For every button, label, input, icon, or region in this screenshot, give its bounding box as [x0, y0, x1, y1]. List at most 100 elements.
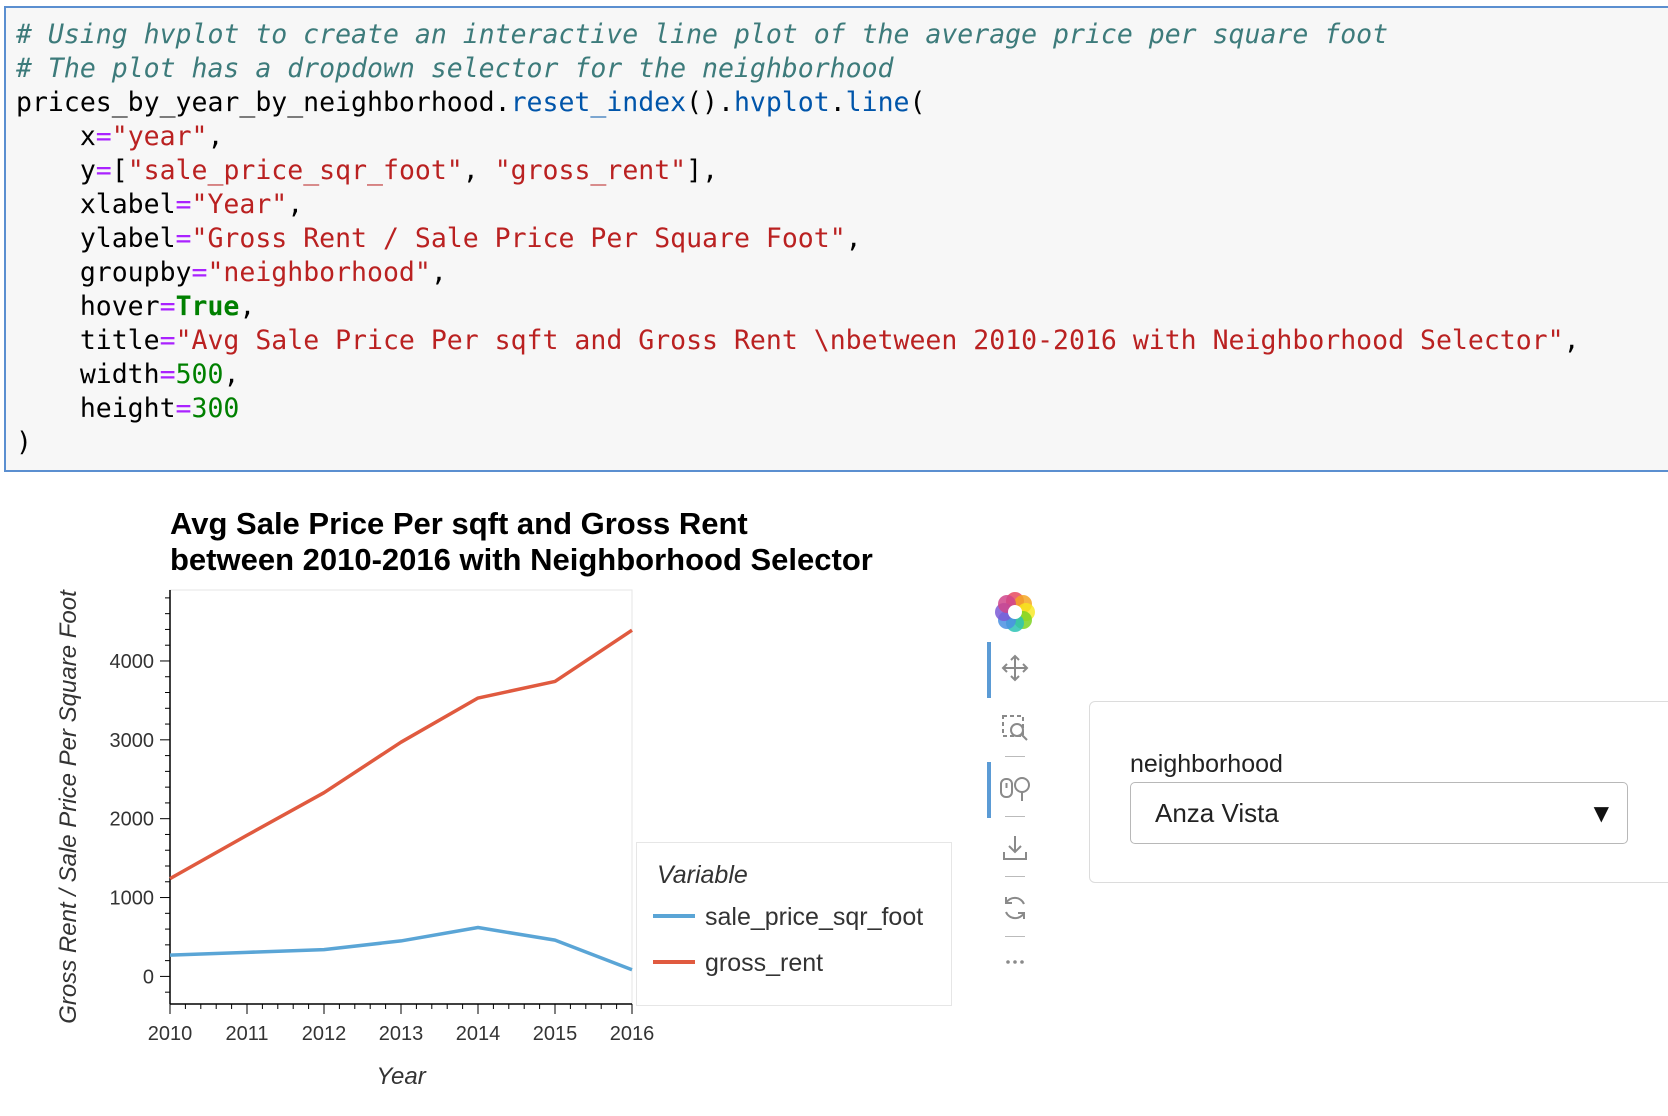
code-line: ylabel="Gross Rent / Sale Price Per Squa… — [16, 222, 1580, 256]
legend-item-sale-price[interactable]: sale_price_sqr_foot — [653, 903, 923, 933]
code-line: y=["sale_price_sqr_foot", "gross_rent"], — [16, 154, 1580, 188]
code-token: = — [159, 325, 176, 356]
x-tick-label: 2011 — [225, 1023, 268, 1045]
code-token: "sale_price_sqr_foot" — [127, 155, 463, 186]
x-tick-label: 2016 — [610, 1023, 655, 1045]
code-token: , — [207, 121, 224, 152]
code-token: = — [95, 155, 112, 186]
code-line: title="Avg Sale Price Per sqft and Gross… — [16, 324, 1580, 358]
x-axis-label: Year — [376, 1063, 426, 1090]
code-token: [ — [111, 155, 128, 186]
code-token: "Gross Rent / Sale Price Per Square Foot… — [191, 223, 846, 254]
x-tick-label: 2010 — [148, 1023, 193, 1045]
code-line: x="year", — [16, 120, 1580, 154]
code-token: prices_by_year_by_neighborhood. — [16, 87, 511, 118]
code-line: prices_by_year_by_neighborhood.reset_ind… — [16, 86, 1580, 120]
series-line-sale-price-sqr-foot — [169, 925, 633, 972]
code-token: title — [16, 325, 160, 356]
reset-tool-icon[interactable] — [985, 886, 1045, 930]
wheel-zoom-tool-icon[interactable] — [985, 762, 1045, 818]
code-token: "Year" — [191, 189, 288, 220]
series-line-gross-rent — [169, 628, 633, 881]
code-line: # The plot has a dropdown selector for t… — [16, 52, 1580, 86]
code-token: = — [175, 189, 192, 220]
code-token: # The plot has a dropdown selector for t… — [16, 53, 894, 84]
code-line: xlabel="Year", — [16, 188, 1580, 222]
code-line: ) — [16, 426, 1580, 460]
legend-swatch — [653, 914, 695, 919]
code-token: , — [223, 359, 240, 390]
code-token: ], — [686, 155, 719, 186]
code-token: , — [462, 155, 495, 186]
chart-title: Avg Sale Price Per sqft and Gross Rent b… — [170, 506, 873, 577]
code-token: "Avg Sale Price Per sqft and Gross Rent … — [175, 325, 1564, 356]
x-tick-label: 2015 — [533, 1023, 578, 1045]
code-token: , — [430, 257, 447, 288]
x-tick-label: 2012 — [302, 1023, 347, 1045]
code-token: , — [845, 223, 862, 254]
code-token: True — [175, 291, 240, 322]
code-token: width — [16, 359, 160, 390]
code-token: = — [159, 291, 176, 322]
code-cell[interactable]: # Using hvplot to create an interactive … — [4, 6, 1668, 472]
legend-item-gross-rent[interactable]: gross_rent — [653, 949, 823, 979]
code-token: height — [16, 393, 176, 424]
save-tool-icon[interactable] — [985, 826, 1045, 870]
code-token: hvplot — [733, 87, 830, 118]
code-line: groupby="neighborhood", — [16, 256, 1580, 290]
code-token: ) — [16, 427, 32, 458]
code-token: , — [239, 291, 256, 322]
chart-legend[interactable]: Variable sale_price_sqr_foot gross_rent — [636, 842, 952, 1006]
code-token: ylabel — [16, 223, 176, 254]
code-token: = — [175, 223, 192, 254]
code-editor[interactable]: # Using hvplot to create an interactive … — [16, 18, 1580, 460]
x-tick-label: 2013 — [379, 1023, 424, 1045]
code-token: . — [829, 87, 846, 118]
code-line: height=300 — [16, 392, 1580, 426]
code-token: x — [16, 121, 96, 152]
code-token: (). — [686, 87, 734, 118]
code-token: ( — [909, 87, 926, 118]
neighborhood-select[interactable]: Anza Vista ▼ — [1130, 782, 1628, 844]
code-line: width=500, — [16, 358, 1580, 392]
dropdown-arrow-icon: ▼ — [1593, 801, 1609, 825]
code-token: reset_index — [510, 87, 687, 118]
y-tick-label: 2000 — [110, 809, 155, 831]
code-token: 500 — [175, 359, 224, 390]
legend-title: Variable — [657, 861, 748, 889]
legend-swatch — [653, 960, 695, 965]
code-token: hover — [16, 291, 160, 322]
legend-label: gross_rent — [705, 949, 824, 977]
code-token: "year" — [111, 121, 208, 152]
code-token: = — [191, 257, 208, 288]
code-token: , — [1563, 325, 1580, 356]
code-token: # Using hvplot to create an interactive … — [16, 19, 1389, 50]
code-token: xlabel — [16, 189, 176, 220]
code-token: = — [175, 393, 192, 424]
neighborhood-label: neighborhood — [1130, 750, 1283, 778]
code-line: # Using hvplot to create an interactive … — [16, 18, 1580, 52]
x-tick-label: 2014 — [456, 1023, 501, 1045]
box-zoom-tool-icon[interactable] — [985, 706, 1045, 750]
bokeh-logo-icon[interactable] — [985, 590, 1045, 634]
code-line: hover=True, — [16, 290, 1580, 324]
legend-label: sale_price_sqr_foot — [705, 903, 924, 931]
y-axis-label: Gross Rent / Sale Price Per Square Foot — [55, 589, 82, 1024]
y-tick-label: 1000 — [110, 888, 155, 910]
y-tick-label: 3000 — [110, 730, 155, 752]
code-token: "neighborhood" — [207, 257, 431, 288]
code-token: line — [845, 87, 910, 118]
code-token: y — [16, 155, 96, 186]
code-token: , — [287, 189, 304, 220]
code-token: = — [159, 359, 176, 390]
code-token: "gross_rent" — [494, 155, 687, 186]
code-token: groupby — [16, 257, 192, 288]
code-token: = — [95, 121, 112, 152]
neighborhood-widget: neighborhood Anza Vista ▼ — [1089, 701, 1668, 883]
y-tick-label: 0 — [143, 966, 154, 988]
code-token: 300 — [191, 393, 240, 424]
pan-tool-icon[interactable] — [985, 642, 1045, 698]
more-tools-icon[interactable] — [985, 940, 1045, 984]
neighborhood-selected-value: Anza Vista — [1155, 798, 1279, 828]
